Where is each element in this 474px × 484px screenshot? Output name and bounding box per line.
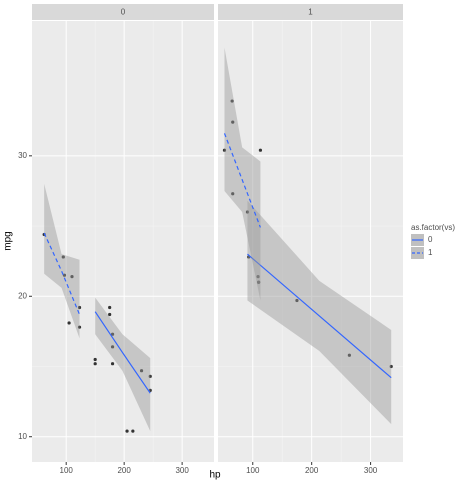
point: [108, 312, 112, 317]
point: [222, 148, 227, 152]
point: [93, 357, 97, 362]
confidence-ribbon: [95, 297, 151, 432]
panel: [32, 21, 214, 462]
point: [125, 429, 129, 433]
point: [131, 429, 135, 433]
x-axis-title: hp: [209, 470, 221, 481]
point: [245, 210, 250, 214]
x-tick-label: 200: [305, 466, 319, 475]
x-tick-label: 200: [117, 466, 131, 475]
point: [347, 353, 351, 357]
fit-line: [247, 253, 392, 379]
point: [77, 325, 82, 329]
point: [230, 99, 234, 103]
strip: [32, 4, 214, 20]
point: [61, 255, 65, 259]
legend-title: as.factor(vs): [411, 223, 455, 232]
fit-line: [223, 133, 261, 228]
point: [148, 374, 152, 378]
point: [62, 273, 67, 277]
strip: [218, 4, 403, 20]
legend-label: 0: [428, 235, 433, 244]
fit-line: [43, 232, 81, 315]
point: [389, 364, 393, 369]
point: [295, 298, 299, 303]
y-tick-label: 30: [18, 151, 27, 160]
point: [231, 192, 235, 196]
x-tick-label: 300: [364, 466, 378, 475]
point: [93, 362, 97, 366]
point: [110, 332, 115, 336]
x-tick-label: 100: [246, 466, 260, 475]
confidence-ribbon: [44, 183, 80, 339]
point: [139, 369, 144, 373]
point: [108, 305, 112, 310]
point: [256, 275, 260, 279]
point: [70, 275, 74, 279]
strip-label: 0: [121, 8, 126, 17]
x-tick-label: 300: [175, 466, 189, 475]
point: [110, 345, 115, 349]
point: [77, 305, 82, 310]
confidence-ribbon: [224, 47, 261, 301]
strip-label: 1: [308, 8, 313, 17]
confidence-ribbon: [247, 200, 392, 425]
y-tick-label: 10: [18, 432, 27, 441]
point: [257, 280, 261, 284]
fit-line: [94, 311, 151, 394]
point: [258, 148, 263, 152]
point: [110, 362, 115, 366]
panel: [218, 21, 403, 462]
y-axis-title: mpg: [3, 231, 14, 250]
point: [67, 321, 71, 325]
x-tick-label: 100: [60, 466, 74, 475]
point: [231, 120, 235, 124]
legend-label: 1: [428, 248, 433, 257]
y-tick-label: 20: [18, 291, 27, 300]
